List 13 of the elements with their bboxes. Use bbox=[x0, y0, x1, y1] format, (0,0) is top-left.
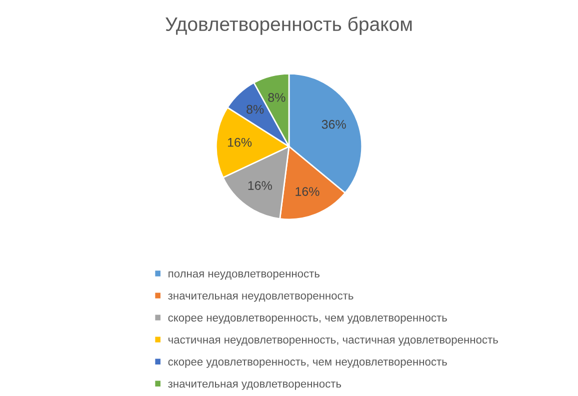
data-label: 16% bbox=[228, 138, 252, 147]
legend-label: скорее неудовлетворенность, чем удовлетворенность bbox=[168, 316, 447, 324]
legend-label: полная неудовлетворенность bbox=[168, 271, 320, 280]
data-label: 16% bbox=[296, 187, 320, 196]
data-label: 8% bbox=[246, 104, 264, 114]
legend-label: значительная неудовлетворенность bbox=[168, 293, 354, 302]
data-label: 16% bbox=[248, 181, 272, 190]
legend-label: скорее удовлетворенность, чем неудовлетворенность bbox=[168, 360, 447, 368]
legend-label: частичная неудовлетворенность, частичная удовлетворенность bbox=[168, 338, 498, 346]
legend-label: значительная удовлетворенность bbox=[168, 382, 342, 390]
data-label: 8% bbox=[268, 93, 286, 102]
chart-title: Удовлетворенность браком bbox=[166, 16, 412, 35]
data-label: 36% bbox=[322, 120, 346, 129]
